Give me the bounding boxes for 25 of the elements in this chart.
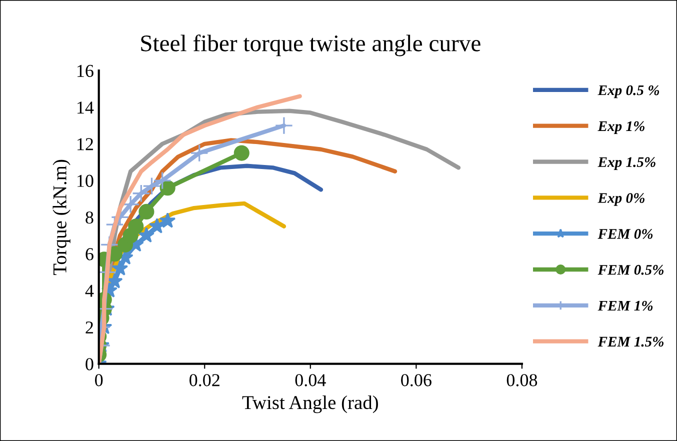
chart-title: Steel fiber torque twiste angle curve	[141, 34, 480, 56]
x-tick-label: 0.06	[401, 374, 432, 386]
legend-label: Exp 0.5 %	[598, 85, 660, 98]
y-tick-label: 14	[78, 102, 94, 114]
legend-label: Exp 0%	[598, 193, 644, 206]
y-tick-label: 0	[86, 358, 94, 370]
legend-label: Exp 1%	[598, 121, 644, 134]
y-tick-label: 16	[78, 64, 94, 77]
x-tick-label: 0.08	[506, 374, 538, 386]
y-tick-label: 10	[78, 174, 94, 187]
x-tick-label: 0	[95, 374, 103, 386]
y-tick-label: 6	[86, 248, 94, 260]
legend-label: FEM 1.5%	[598, 336, 664, 347]
y-tick-label: 4	[85, 284, 94, 297]
y-axis-title: Torque (kN.m)	[52, 160, 70, 276]
legend-label: FEM 0.5%	[598, 264, 664, 275]
x-axis-title: Twist Angle (rad)	[242, 395, 378, 414]
x-tick-label: 0.02	[190, 374, 220, 386]
y-tick-label: 2	[86, 321, 93, 334]
x-tick-label: 0.04	[295, 374, 326, 386]
legend-label: Exp 1.5%	[598, 157, 656, 170]
legend-label: FEM 1%	[598, 300, 653, 311]
y-tick-label: 8	[86, 211, 94, 224]
y-tick-label: 12	[78, 138, 93, 150]
legend-label: FEM 0%	[598, 229, 653, 239]
